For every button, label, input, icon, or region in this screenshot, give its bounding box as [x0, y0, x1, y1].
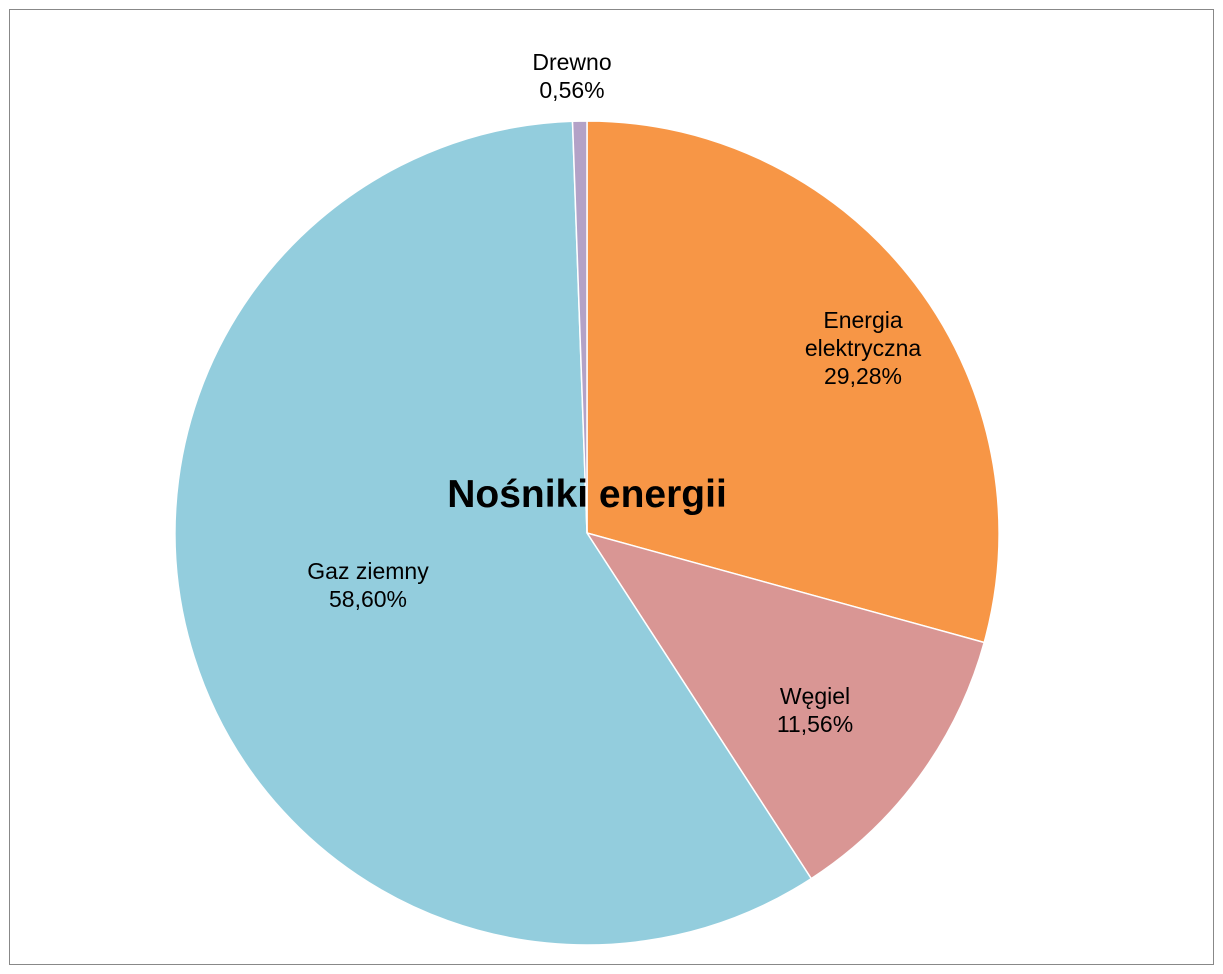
- pie-slice: [586, 120, 1000, 644]
- value-label: 0,56%: [539, 77, 605, 103]
- chart-title: Nośniki energii: [447, 473, 727, 516]
- chart-frame: [9, 9, 1214, 965]
- pie-slice: [585, 531, 986, 880]
- category-label: Gaz ziemny: [307, 558, 429, 584]
- data-label: Gaz ziemny 58,60%: [278, 557, 458, 613]
- data-label: Drewno 0,56%: [482, 48, 662, 104]
- category-label: Drewno: [532, 49, 612, 75]
- data-label: Węgiel 11,56%: [725, 682, 905, 738]
- data-label: Energia elektryczna 29,28%: [773, 306, 953, 390]
- value-label: 58,60%: [328, 586, 407, 612]
- value-label: 29,28%: [823, 363, 902, 389]
- category-label: Węgiel: [779, 683, 851, 709]
- pie-slice: [571, 120, 588, 534]
- category-label: Energia elektryczna: [804, 307, 922, 361]
- value-label: 11,56%: [776, 711, 854, 737]
- pie-slice: [174, 120, 813, 946]
